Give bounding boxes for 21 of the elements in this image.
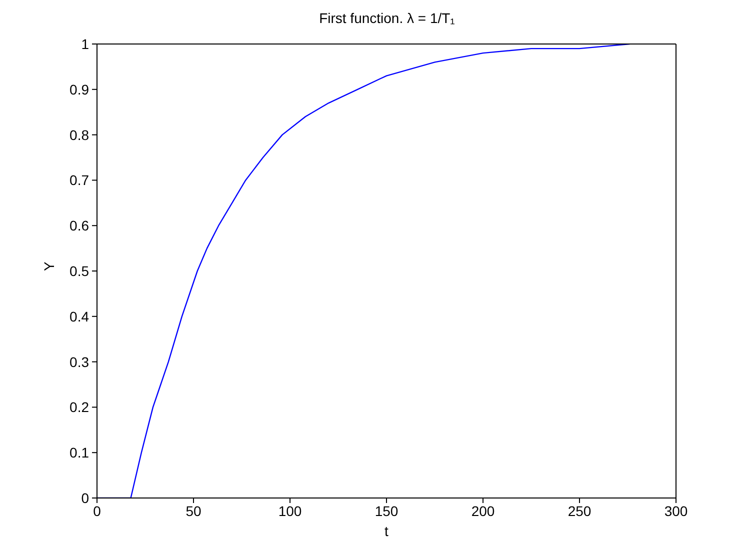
- y-tick-label: 0.7: [70, 172, 90, 188]
- x-tick-label: 150: [374, 502, 398, 519]
- x-tick-label: 0: [93, 502, 102, 519]
- x-tick-label: 300: [664, 502, 688, 519]
- y-tick-label: 0.3: [70, 354, 90, 370]
- x-axis-title: t: [384, 523, 389, 539]
- y-tick-label: 0.4: [70, 308, 90, 324]
- y-axis-title: Y: [40, 261, 57, 271]
- x-tick-label: 250: [568, 502, 592, 519]
- y-tick-label: 0.5: [70, 262, 90, 279]
- x-tick-label: 50: [186, 502, 202, 519]
- y-tick-label: 0.8: [70, 126, 90, 143]
- y-tick-label: 0.6: [70, 218, 90, 234]
- y-tick-label: 0.9: [70, 81, 90, 98]
- y-tick-label: 0: [81, 490, 90, 506]
- x-tick-label: 200: [471, 502, 495, 519]
- y-tick-label: 0.2: [70, 399, 90, 416]
- chart-title: First function. λ = 1/T₁: [318, 10, 456, 26]
- y-tick-label: 1: [81, 36, 90, 52]
- x-tick-label: 100: [278, 502, 302, 519]
- y-tick-label: 0.1: [70, 444, 90, 461]
